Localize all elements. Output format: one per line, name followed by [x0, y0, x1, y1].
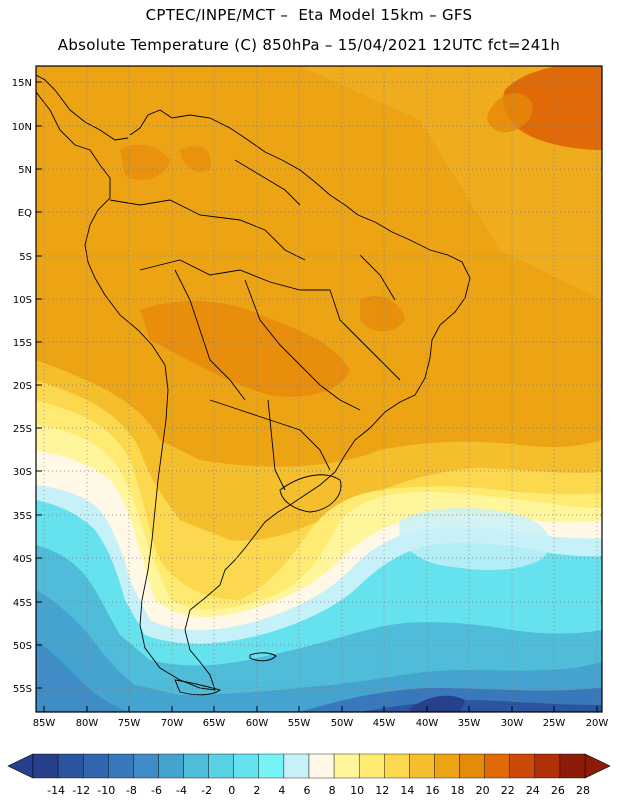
colorbar: -14 -12 -10 -8 -6 -4 -2 0 2 4 6 8 10 12 14 16 18 20 22 24 26… — [7, 753, 611, 797]
latitude-labels: 15N 10N 5N EQ 5S 10S 15S 20S 25S 30S 35S… — [12, 78, 32, 695]
colorbar-label: 14 — [400, 784, 414, 797]
colorbar-cell — [82, 753, 109, 779]
colorbar-label: -12 — [72, 784, 90, 797]
lon-label: 50W — [331, 718, 354, 729]
lon-label: 45W — [373, 718, 396, 729]
temperature-field — [36, 66, 602, 712]
colorbar-label: -6 — [151, 784, 162, 797]
map-frame — [35, 65, 603, 713]
lat-label: 55S — [13, 684, 32, 695]
colorbar-label: 6 — [304, 784, 311, 797]
colorbar-label: 26 — [551, 784, 565, 797]
lat-label: 20S — [13, 381, 32, 392]
colorbar-cell — [108, 753, 134, 779]
map-subtitle: Absolute Temperature (C) 850hPa – 15/04/… — [57, 36, 561, 54]
colorbar-cell — [509, 753, 536, 779]
colorbar-label: -10 — [97, 784, 115, 797]
colorbar-cell — [308, 753, 335, 779]
colorbar-cell — [32, 753, 59, 779]
colorbar-low-arrow — [7, 753, 34, 779]
lon-label: 40W — [416, 718, 439, 729]
colorbar-cell — [358, 753, 385, 779]
lat-label: EQ — [18, 208, 32, 219]
colorbar-cell — [283, 753, 310, 779]
colorbar-label: 20 — [476, 784, 490, 797]
colorbar-cell — [384, 753, 410, 779]
colorbar-label: 24 — [526, 784, 540, 797]
colorbar-label: 22 — [501, 784, 515, 797]
colorbar-label: 8 — [329, 784, 336, 797]
lat-label: 50S — [13, 641, 32, 652]
lat-label: 15N — [12, 78, 32, 89]
lat-label: 15S — [13, 338, 32, 349]
lat-label: 30S — [13, 467, 32, 478]
lon-label: 80W — [76, 718, 99, 729]
lon-label: 30W — [501, 718, 524, 729]
colorbar-label: 10 — [350, 784, 364, 797]
colorbar-cell — [183, 753, 209, 779]
colorbar-label: 4 — [278, 784, 285, 797]
lon-label: 75W — [118, 718, 141, 729]
lat-label: 10S — [13, 295, 32, 306]
lon-label: 70W — [161, 718, 184, 729]
colorbar-cell — [57, 753, 84, 779]
colorbar-label: 16 — [425, 784, 439, 797]
colorbar-cell — [409, 753, 435, 779]
colorbar-cell — [133, 753, 159, 779]
lon-label: 60W — [246, 718, 269, 729]
axis-ticks — [36, 81, 598, 712]
lon-label: 20W — [586, 718, 609, 729]
colorbar-cell — [158, 753, 184, 779]
colorbar-label: -4 — [176, 784, 187, 797]
colorbar-high-arrow — [584, 753, 611, 779]
colorbar-cell — [534, 753, 561, 779]
coastline — [36, 74, 471, 696]
lat-label: 10N — [12, 122, 32, 133]
colorbar-label: 12 — [375, 784, 389, 797]
colorbar-label: -14 — [47, 784, 65, 797]
lon-label: 55W — [288, 718, 311, 729]
lat-label: 25S — [13, 424, 32, 435]
map-title: CPTEC/INPE/MCT – Eta Model 15km – GFS — [145, 6, 473, 24]
colorbar-label: 0 — [228, 784, 235, 797]
colorbar-label: 2 — [253, 784, 260, 797]
lat-label: 45S — [13, 598, 32, 609]
lon-label: 85W — [33, 718, 56, 729]
lon-label: 25W — [543, 718, 566, 729]
colorbar-label: 28 — [576, 784, 590, 797]
colorbar-cell — [233, 753, 260, 779]
lon-label: 65W — [203, 718, 226, 729]
lat-label: 5S — [19, 252, 32, 263]
colorbar-cell — [484, 753, 510, 779]
colorbar-cell — [559, 753, 586, 779]
lat-label: 5N — [18, 165, 32, 176]
longitude-labels: 85W 80W 75W 70W 65W 60W 55W 50W 45W 40W … — [33, 718, 609, 729]
colorbar-cell — [258, 753, 285, 779]
lat-label: 40S — [13, 554, 32, 565]
colorbar-label: -8 — [126, 784, 137, 797]
colorbar-cell — [434, 753, 460, 779]
lat-label: 35S — [13, 511, 32, 522]
lon-label: 35W — [458, 718, 481, 729]
colorbar-cell — [333, 753, 360, 779]
colorbar-label: 18 — [451, 784, 465, 797]
colorbar-cell — [459, 753, 485, 779]
colorbar-cell — [208, 753, 234, 779]
colorbar-label: -2 — [201, 784, 212, 797]
